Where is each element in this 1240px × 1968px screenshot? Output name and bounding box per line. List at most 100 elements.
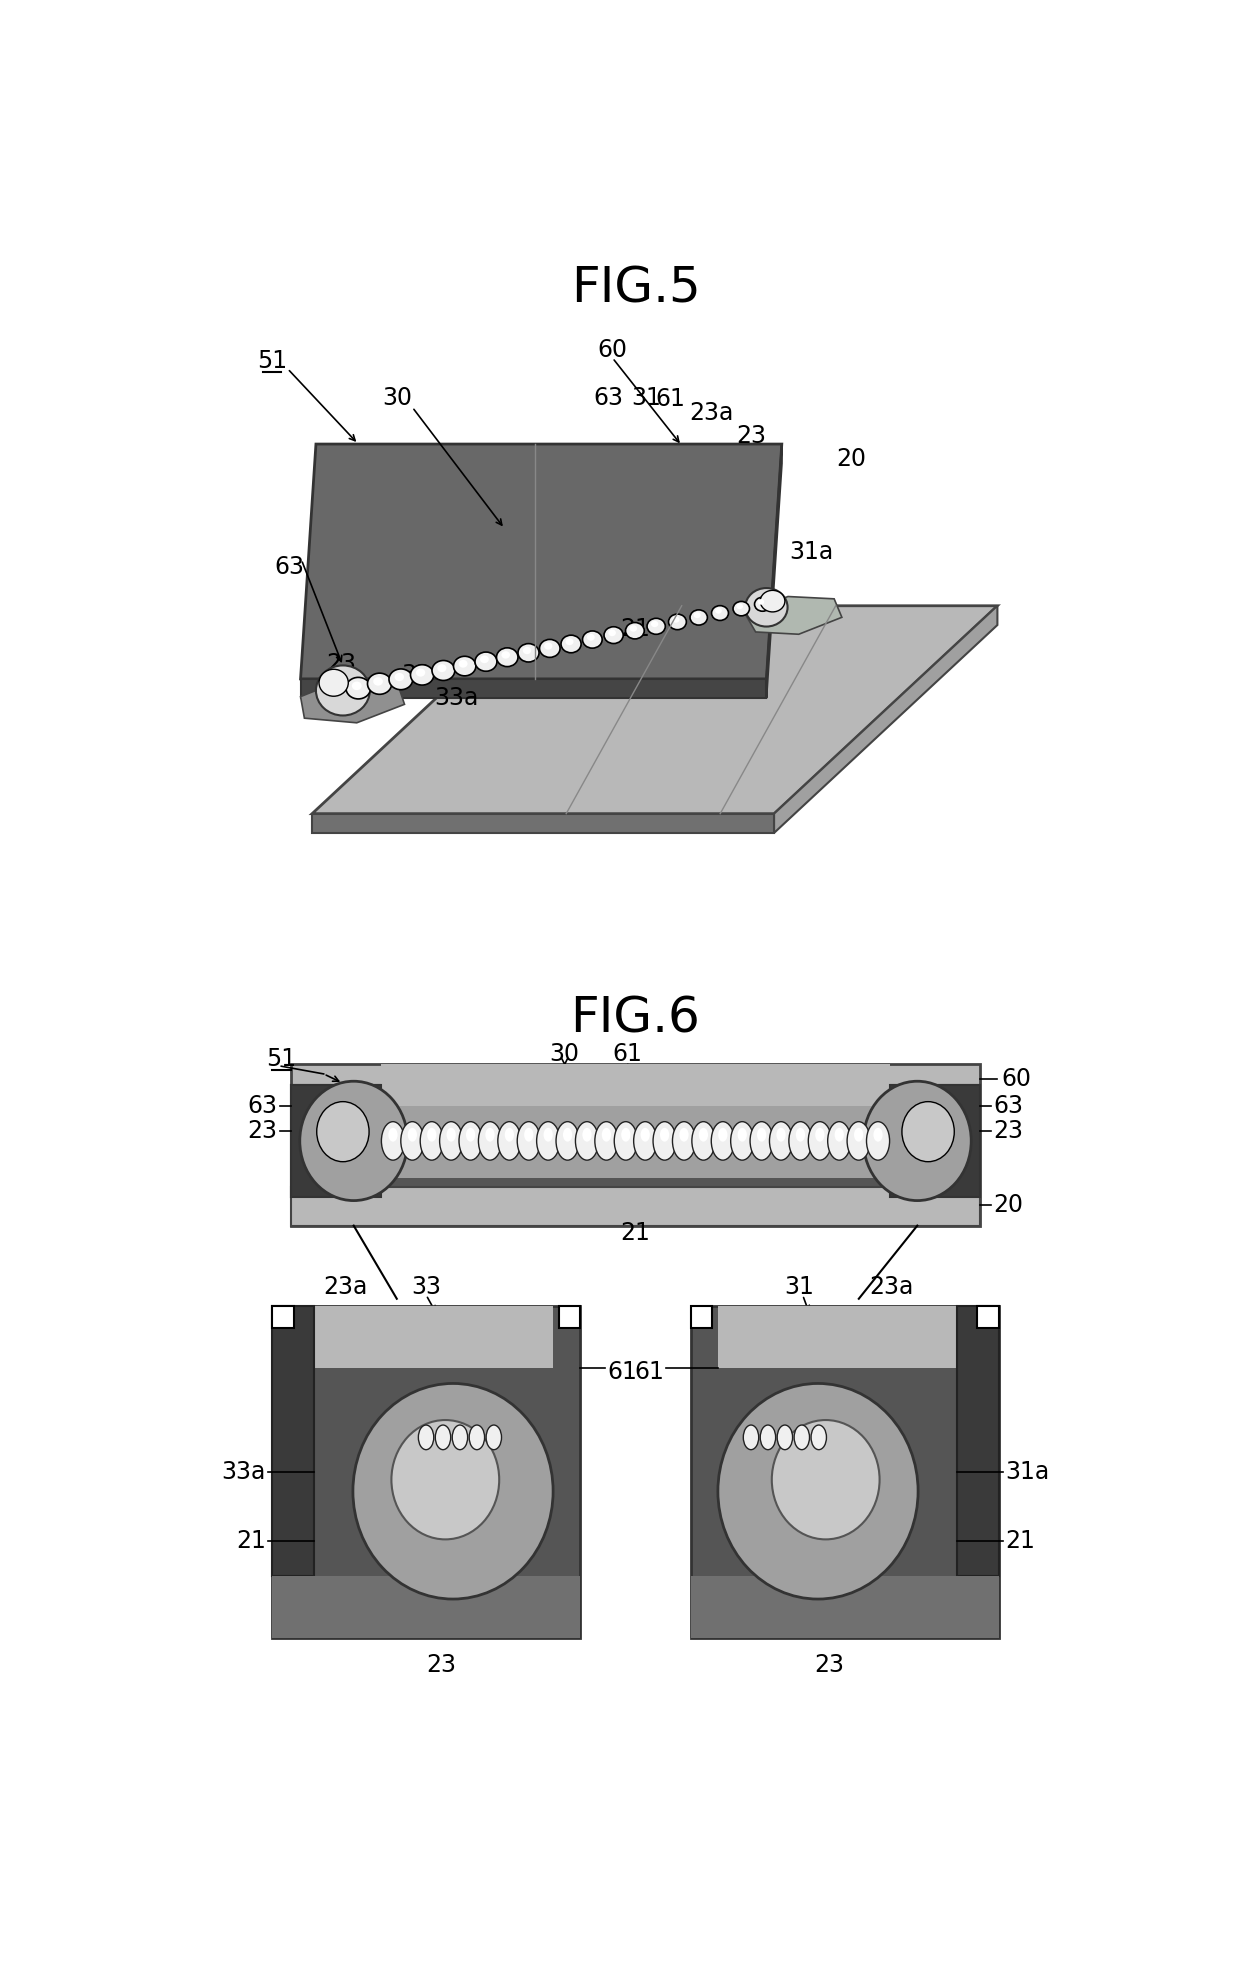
- Bar: [956, 1307, 999, 1576]
- Bar: [889, 1086, 981, 1197]
- Ellipse shape: [651, 620, 658, 628]
- Text: 31a: 31a: [1006, 1460, 1049, 1484]
- Ellipse shape: [750, 1122, 774, 1161]
- Text: 21: 21: [236, 1529, 265, 1553]
- Ellipse shape: [389, 669, 413, 689]
- Ellipse shape: [388, 1128, 398, 1141]
- Ellipse shape: [760, 590, 785, 612]
- Text: 63: 63: [993, 1094, 1023, 1118]
- Ellipse shape: [755, 596, 770, 612]
- Polygon shape: [745, 596, 842, 634]
- Ellipse shape: [653, 1122, 676, 1161]
- Bar: [558, 1307, 580, 1328]
- Ellipse shape: [595, 1122, 618, 1161]
- Ellipse shape: [796, 1128, 805, 1141]
- Ellipse shape: [712, 1122, 734, 1161]
- Bar: [691, 1307, 713, 1328]
- Ellipse shape: [446, 1128, 456, 1141]
- Text: 20: 20: [836, 447, 866, 472]
- Ellipse shape: [758, 598, 764, 604]
- Ellipse shape: [560, 636, 582, 653]
- Polygon shape: [312, 813, 774, 832]
- Ellipse shape: [867, 1122, 889, 1161]
- Text: 33: 33: [412, 1275, 441, 1299]
- Text: 23a: 23a: [324, 1275, 367, 1299]
- Ellipse shape: [466, 1128, 475, 1141]
- Text: 51: 51: [267, 1047, 296, 1071]
- Ellipse shape: [699, 1128, 708, 1141]
- Ellipse shape: [738, 1128, 746, 1141]
- Ellipse shape: [543, 1128, 553, 1141]
- Ellipse shape: [420, 1122, 444, 1161]
- Text: 23: 23: [815, 1653, 844, 1677]
- Ellipse shape: [621, 1128, 630, 1141]
- Ellipse shape: [316, 665, 370, 716]
- Ellipse shape: [346, 677, 371, 699]
- Ellipse shape: [789, 1122, 812, 1161]
- Ellipse shape: [485, 1128, 495, 1141]
- Ellipse shape: [715, 608, 722, 614]
- Ellipse shape: [692, 1122, 715, 1161]
- Text: 23: 23: [427, 1653, 456, 1677]
- Ellipse shape: [408, 1128, 417, 1141]
- Ellipse shape: [525, 1128, 533, 1141]
- Ellipse shape: [300, 1080, 408, 1200]
- Text: 21: 21: [1006, 1529, 1035, 1553]
- Ellipse shape: [575, 1122, 599, 1161]
- Ellipse shape: [501, 651, 510, 659]
- Ellipse shape: [539, 640, 560, 657]
- Ellipse shape: [587, 634, 595, 642]
- Ellipse shape: [583, 1128, 591, 1141]
- Ellipse shape: [604, 626, 624, 644]
- Text: 23: 23: [248, 1120, 278, 1143]
- Polygon shape: [766, 445, 781, 699]
- Ellipse shape: [794, 1425, 810, 1450]
- Ellipse shape: [847, 1122, 870, 1161]
- Ellipse shape: [537, 1122, 559, 1161]
- Bar: [290, 1187, 981, 1226]
- Text: 23: 23: [326, 651, 356, 675]
- Bar: [290, 1065, 981, 1226]
- Ellipse shape: [480, 655, 489, 663]
- Text: 51: 51: [257, 348, 288, 372]
- Ellipse shape: [496, 647, 518, 667]
- Text: 23: 23: [737, 425, 766, 449]
- Text: 33a: 33a: [435, 687, 479, 710]
- Text: 23: 23: [993, 1120, 1023, 1143]
- Ellipse shape: [634, 1122, 657, 1161]
- Ellipse shape: [647, 618, 666, 634]
- Ellipse shape: [712, 606, 728, 620]
- Ellipse shape: [497, 1122, 521, 1161]
- Ellipse shape: [672, 1122, 696, 1161]
- Ellipse shape: [435, 1425, 450, 1450]
- Bar: [290, 1086, 981, 1197]
- Ellipse shape: [777, 1425, 792, 1450]
- Ellipse shape: [854, 1128, 863, 1141]
- Ellipse shape: [319, 669, 348, 697]
- Bar: [272, 1307, 294, 1328]
- Ellipse shape: [630, 626, 637, 632]
- Ellipse shape: [689, 610, 707, 626]
- Text: 61: 61: [613, 1041, 642, 1067]
- Ellipse shape: [565, 638, 574, 646]
- Text: 23a: 23a: [688, 401, 733, 425]
- Ellipse shape: [873, 1128, 883, 1141]
- Ellipse shape: [614, 1122, 637, 1161]
- Text: 30: 30: [549, 1041, 579, 1067]
- Ellipse shape: [518, 644, 539, 661]
- Bar: [691, 1576, 999, 1637]
- Bar: [382, 1065, 889, 1106]
- Bar: [718, 1307, 972, 1368]
- Ellipse shape: [316, 1102, 370, 1161]
- Ellipse shape: [811, 1425, 826, 1450]
- Bar: [382, 1104, 889, 1179]
- Text: 33a: 33a: [222, 1460, 265, 1484]
- Bar: [272, 1307, 580, 1637]
- Bar: [290, 1086, 382, 1197]
- Text: 60: 60: [598, 338, 627, 362]
- Ellipse shape: [382, 1122, 404, 1161]
- Polygon shape: [300, 445, 781, 679]
- Text: 61: 61: [634, 1360, 663, 1384]
- Text: 63: 63: [274, 555, 304, 579]
- Ellipse shape: [609, 630, 616, 636]
